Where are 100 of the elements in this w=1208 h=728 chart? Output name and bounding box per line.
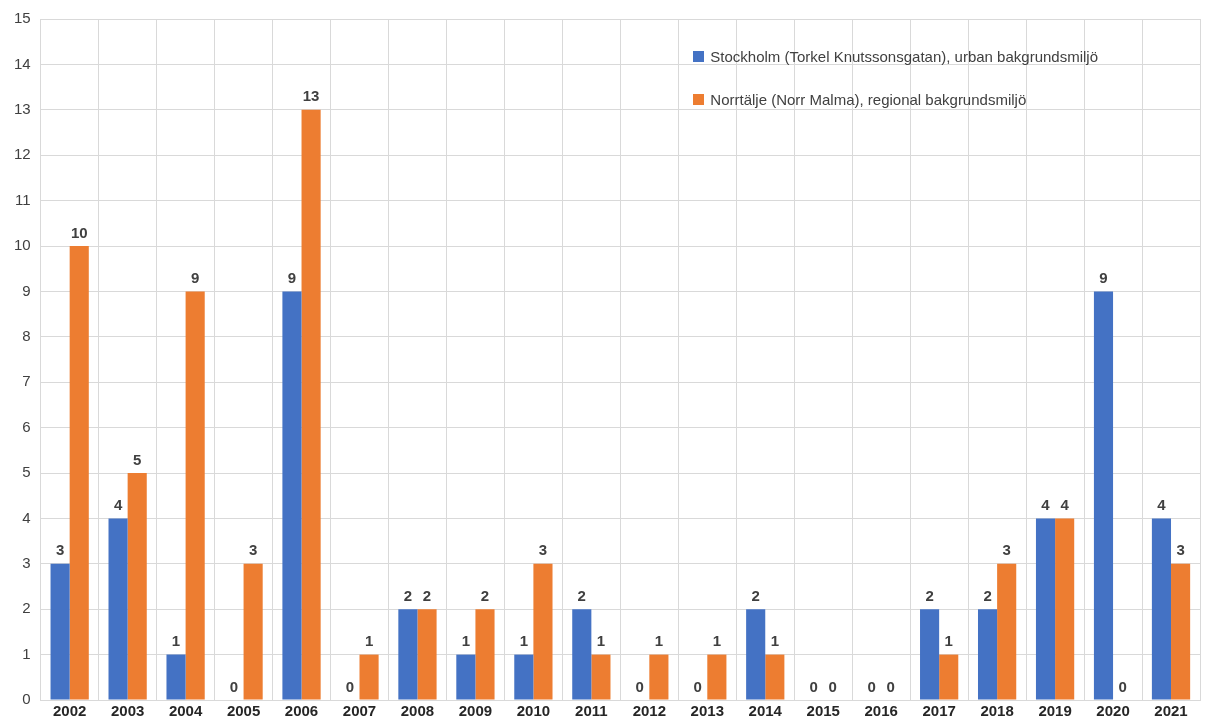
bar — [127, 473, 147, 700]
bar — [977, 609, 998, 700]
data-label: 0 — [345, 677, 355, 695]
y-tick-label: 3 — [22, 553, 31, 571]
bar — [456, 654, 476, 700]
data-label: 1 — [944, 632, 953, 650]
bar — [359, 654, 379, 700]
x-tick-label: 2021 — [1154, 702, 1188, 720]
x-tick-label: 2013 — [690, 702, 724, 720]
x-tick-label: 2016 — [864, 702, 898, 720]
data-label: 10 — [70, 223, 88, 241]
y-tick-label: 10 — [14, 236, 31, 254]
y-tick-label: 13 — [14, 99, 31, 117]
data-label: 5 — [133, 450, 142, 468]
data-label: 4 — [1041, 496, 1051, 514]
x-tick-label: 2004 — [168, 702, 203, 720]
data-label: 1 — [461, 632, 471, 650]
bar — [1151, 518, 1172, 700]
bar — [108, 518, 128, 700]
bar — [997, 563, 1017, 700]
x-tick-label: 2018 — [980, 702, 1014, 720]
data-label: 3 — [248, 541, 258, 559]
bar — [514, 654, 534, 700]
bar — [1055, 518, 1075, 700]
data-label: 0 — [867, 677, 876, 695]
data-label: 3 — [538, 541, 548, 559]
x-tick-label: 2008 — [400, 702, 435, 720]
data-label: 3 — [1176, 541, 1185, 559]
data-label: 2 — [480, 586, 490, 604]
x-tick-label: 2005 — [226, 702, 261, 720]
y-tick-label: 8 — [22, 326, 31, 344]
x-tick-label: 2019 — [1038, 702, 1072, 720]
data-label: 1 — [770, 632, 779, 650]
bar — [707, 654, 727, 700]
data-label: 0 — [886, 677, 895, 695]
data-label: 9 — [190, 269, 200, 287]
bar — [301, 109, 321, 700]
y-tick-label: 6 — [22, 417, 31, 435]
data-label: 1 — [712, 632, 722, 650]
data-label: 1 — [654, 632, 664, 650]
data-label: 4 — [1157, 496, 1167, 514]
y-tick-label: 0 — [22, 690, 31, 708]
data-label: 2 — [751, 586, 760, 604]
data-label: 1 — [596, 632, 606, 650]
data-label: 0 — [809, 677, 818, 695]
y-tick-label: 2 — [22, 599, 31, 617]
x-tick-label: 2003 — [110, 702, 145, 720]
data-label: 0 — [229, 677, 239, 695]
bar — [1093, 291, 1114, 700]
x-tick-label: 2002 — [52, 702, 87, 720]
data-label: 0 — [635, 677, 644, 695]
bar — [939, 654, 959, 700]
data-label: 4 — [1060, 496, 1070, 514]
y-tick-label: 12 — [14, 145, 31, 163]
data-label: 9 — [1099, 269, 1108, 287]
bar — [398, 609, 418, 700]
bar — [475, 609, 495, 700]
x-tick-label: 2017 — [922, 702, 956, 720]
data-label: 2 — [577, 586, 586, 604]
bar — [572, 609, 592, 700]
data-label: 3 — [1002, 541, 1011, 559]
data-label: 13 — [302, 87, 320, 105]
data-label: 0 — [1118, 677, 1127, 695]
y-tick-label: 14 — [14, 54, 31, 72]
bar — [746, 609, 766, 700]
data-label: 9 — [287, 269, 297, 287]
data-label: 1 — [364, 632, 374, 650]
bar — [50, 563, 70, 700]
x-tick-label: 2015 — [806, 702, 840, 720]
bar — [1171, 563, 1191, 700]
y-tick-label: 11 — [15, 190, 31, 208]
y-tick-label: 9 — [22, 281, 31, 299]
x-tick-label: 2006 — [284, 702, 319, 720]
data-label: 4 — [113, 496, 123, 514]
data-label: 1 — [519, 632, 528, 650]
bar — [243, 563, 263, 700]
x-tick-label: 2014 — [748, 702, 783, 720]
legend-label: Norrtälje (Norr Malma), regional bakgrundsmiljö — [710, 91, 1027, 108]
x-tick-label: 2009 — [458, 702, 493, 720]
bar — [920, 609, 940, 700]
data-label: 2 — [403, 586, 413, 604]
bar — [591, 654, 611, 700]
bar — [1035, 518, 1056, 700]
data-label: 0 — [693, 677, 702, 695]
x-tick-label: 2020 — [1096, 702, 1130, 720]
bar — [185, 291, 205, 700]
y-tick-label: 4 — [22, 508, 31, 526]
bar — [765, 654, 785, 700]
data-label: 2 — [983, 586, 992, 604]
bar — [166, 654, 186, 700]
legend-label: Stockholm (Torkel Knutssonsgatan), urban bakgrundsmiljö — [710, 48, 1098, 65]
data-label: 0 — [828, 677, 837, 695]
x-tick-label: 2011 — [575, 702, 608, 720]
bar — [533, 563, 553, 700]
y-tick-label: 5 — [22, 463, 31, 481]
bar — [69, 246, 89, 700]
bar — [282, 291, 302, 700]
x-tick-label: 2010 — [516, 702, 551, 720]
data-label: 1 — [171, 632, 181, 650]
x-tick-label: 2012 — [632, 702, 667, 720]
